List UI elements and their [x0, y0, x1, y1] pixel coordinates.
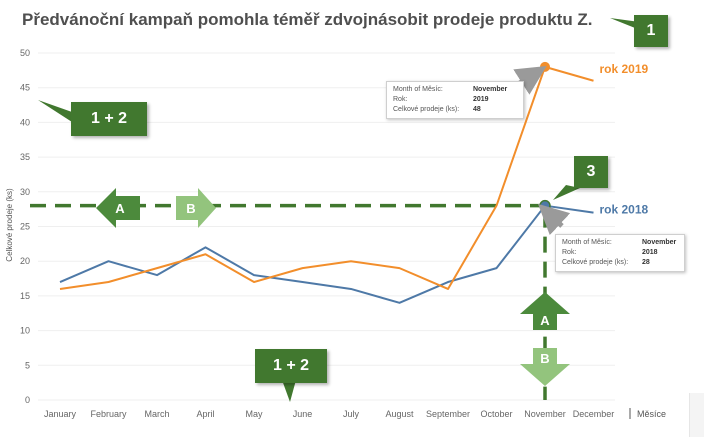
- y-tick-label: 30: [20, 187, 30, 197]
- series-line-2018: [59, 204, 594, 304]
- callout-1-2-bottom: 1 + 2: [255, 349, 327, 383]
- y-tick-label: 50: [20, 48, 30, 58]
- x-axis-label: Měsíce: [637, 409, 666, 419]
- arrow-a-up: A: [520, 292, 570, 330]
- x-tick-label: May: [245, 409, 263, 419]
- callout-3: 3: [574, 156, 608, 188]
- svg-text:A: A: [115, 201, 125, 216]
- y-tick-label: 0: [25, 395, 30, 405]
- y-tick-label: 25: [20, 222, 30, 232]
- y-tick-label: 40: [20, 117, 30, 127]
- y-tick-label: 15: [20, 291, 30, 301]
- x-tick-label: November: [524, 409, 566, 419]
- x-axis-ticks: January February March April May June July Augu…: [44, 409, 614, 419]
- y-tick-label: 20: [20, 256, 30, 266]
- tooltip-2018-arrow: [537, 203, 571, 236]
- arrow-a-left: A: [96, 188, 140, 228]
- x-tick-label: December: [573, 409, 615, 419]
- highlight-point-2018[interactable]: [539, 199, 551, 212]
- x-tick-label: August: [385, 409, 414, 419]
- corner-panel: [689, 393, 704, 437]
- tooltip-2018: Month of Měsíc: November Rok: 2018 Celkové…: [555, 234, 685, 272]
- callout-1-2-top: 1 + 2: [71, 102, 147, 136]
- x-tick-label: October: [480, 409, 512, 419]
- arrow-b-right: B: [176, 188, 216, 228]
- x-tick-label: September: [426, 409, 470, 419]
- series-line-2019: [59, 65, 594, 290]
- svg-text:A: A: [540, 313, 550, 328]
- y-tick-label: 10: [20, 326, 30, 336]
- y-tick-label: 5: [25, 360, 30, 370]
- highlight-point-2019[interactable]: [540, 61, 550, 72]
- x-tick-label: July: [343, 409, 360, 419]
- y-tick-label: 35: [20, 152, 30, 162]
- y-axis-label: Celkové prodeje (ks): [5, 188, 14, 262]
- page-title: Předvánoční kampaň pomohla téměř zdvojná…: [22, 10, 593, 29]
- series-label-2019: rok 2019: [600, 62, 649, 76]
- x-tick-label: March: [144, 409, 169, 419]
- svg-text:B: B: [186, 201, 195, 216]
- callout-12-bottom-tail: [282, 380, 296, 402]
- callout-1: 1: [634, 15, 668, 47]
- callout-3-tail: [553, 185, 580, 200]
- x-tick-label: April: [196, 409, 214, 419]
- arrow-b-down: B: [520, 348, 570, 386]
- x-tick-label: June: [293, 409, 313, 419]
- y-tick-label: 45: [20, 83, 30, 93]
- series-label-2018: rok 2018: [600, 203, 649, 217]
- x-tick-label: January: [44, 409, 77, 419]
- callout-1-tail: [610, 18, 640, 30]
- svg-text:B: B: [540, 351, 549, 366]
- y-axis-ticks: 0 5 10 15 20 25 30 35 40 45 50: [20, 48, 30, 405]
- tooltip-2019: Month of Měsíc: November Rok: 2019 Celkové…: [386, 81, 524, 119]
- callout-12-top-tail: [38, 100, 72, 122]
- x-tick-label: February: [90, 409, 127, 419]
